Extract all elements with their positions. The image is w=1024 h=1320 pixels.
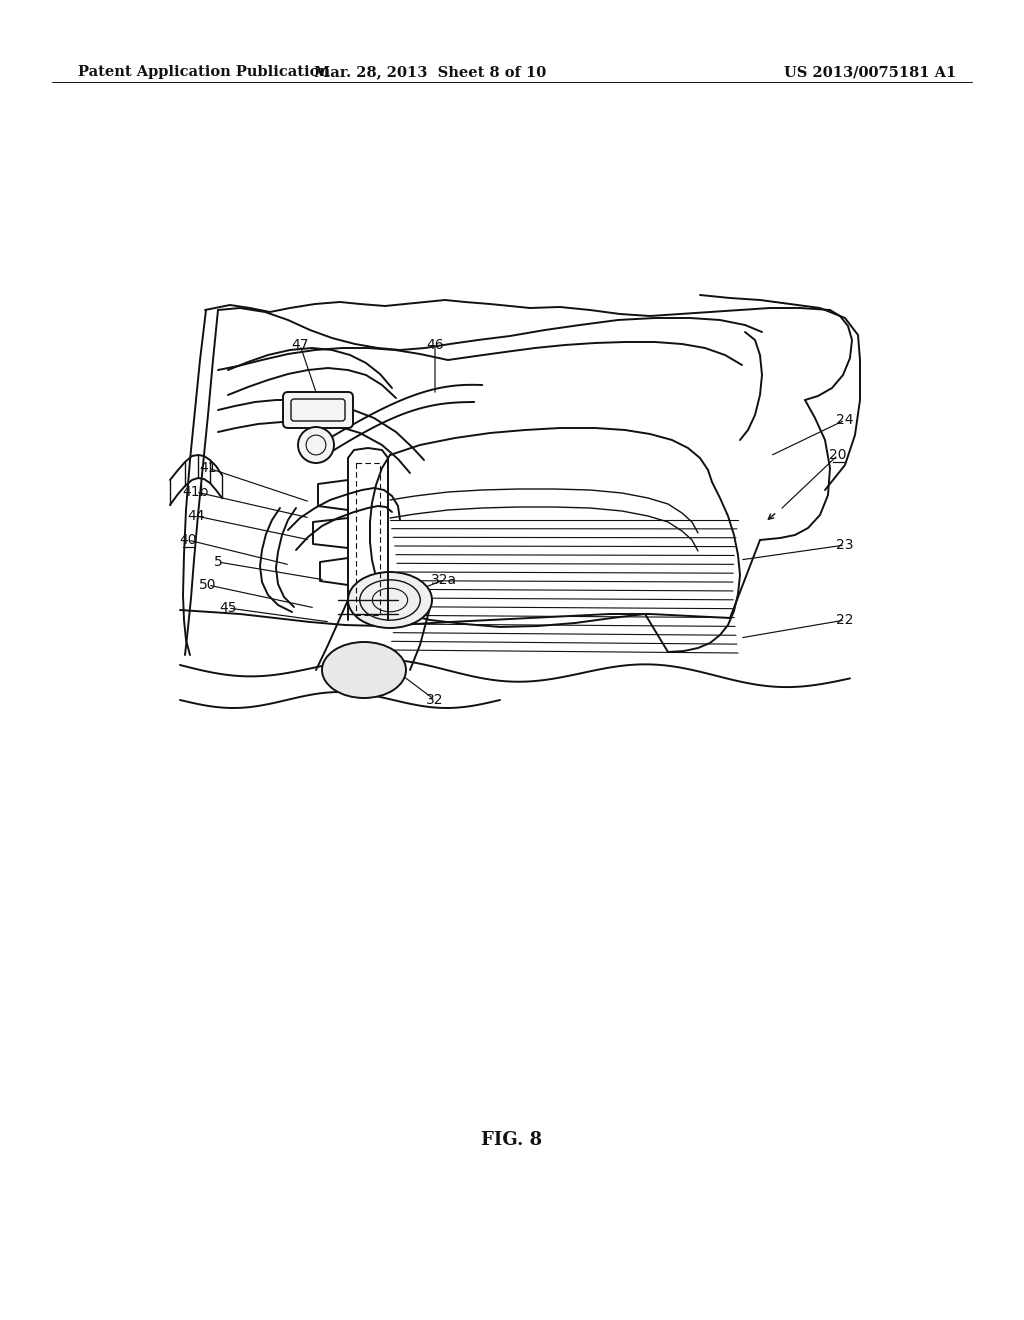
Text: Patent Application Publication: Patent Application Publication [78, 65, 330, 79]
Text: 44: 44 [187, 510, 205, 523]
Text: 32a: 32a [431, 573, 457, 587]
Text: Mar. 28, 2013  Sheet 8 of 10: Mar. 28, 2013 Sheet 8 of 10 [314, 65, 546, 79]
Text: 45: 45 [219, 601, 237, 615]
Text: 22: 22 [837, 612, 854, 627]
Text: 23: 23 [837, 539, 854, 552]
Text: 20: 20 [829, 447, 847, 462]
Text: FIG. 8: FIG. 8 [481, 1131, 543, 1148]
Ellipse shape [322, 642, 406, 698]
Ellipse shape [348, 572, 432, 628]
Text: 5: 5 [214, 554, 222, 569]
Text: 40: 40 [179, 533, 197, 546]
Text: 50: 50 [200, 578, 217, 591]
Text: 41b: 41b [182, 484, 209, 499]
Text: 24: 24 [837, 413, 854, 426]
Circle shape [298, 426, 334, 463]
Text: 41: 41 [200, 461, 217, 475]
Text: 46: 46 [426, 338, 443, 352]
Text: 47: 47 [291, 338, 309, 352]
FancyBboxPatch shape [283, 392, 353, 428]
Text: US 2013/0075181 A1: US 2013/0075181 A1 [784, 65, 956, 79]
Text: 32: 32 [426, 693, 443, 708]
